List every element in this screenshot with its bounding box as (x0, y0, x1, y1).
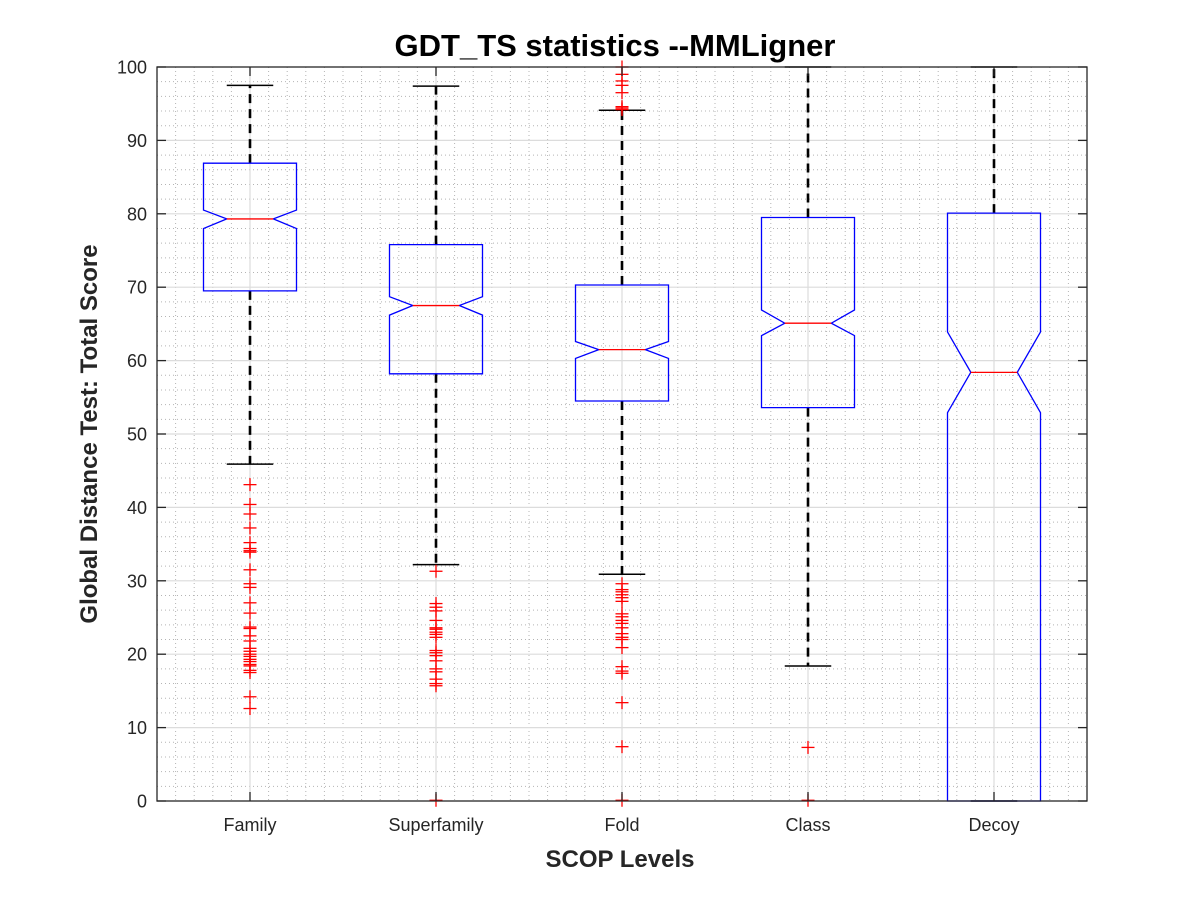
y-tick-label: 20 (127, 645, 147, 665)
notched-box (202, 162, 298, 292)
y-tick-label: 90 (127, 131, 147, 151)
outlier-marker (243, 690, 257, 704)
axis-ticks (157, 66, 1087, 802)
outlier-marker (243, 563, 257, 577)
x-tick-label-decoy: Decoy (968, 815, 1019, 835)
y-tick-labels: 0 10 20 30 40 50 60 70 80 90 100 (117, 58, 147, 812)
y-tick-label: 30 (127, 571, 147, 591)
outlier-marker (243, 580, 257, 594)
outlier-marker (243, 666, 257, 680)
outlier-marker (615, 641, 629, 655)
outlier-marker (429, 564, 443, 578)
y-tick-label: 0 (137, 792, 147, 812)
chart-title: GDT_TS statistics --MMLigner (395, 28, 836, 63)
outlier-marker (801, 740, 815, 754)
x-axis-label: SCOP Levels (546, 846, 695, 873)
y-tick-label: 40 (127, 498, 147, 518)
y-tick-label: 80 (127, 204, 147, 224)
outlier-marker (615, 666, 629, 680)
notched-box (388, 243, 484, 375)
outlier-marker (615, 103, 629, 117)
outlier-marker (243, 545, 257, 559)
y-axis-label: Global Distance Test: Total Score (76, 244, 103, 623)
x-tick-labels: Family Superfamily Fold Class Decoy (224, 815, 1020, 835)
y-tick-label: 50 (127, 425, 147, 445)
box-group-superfamily (388, 85, 484, 807)
x-tick-label-family: Family (224, 815, 277, 835)
outlier-marker (615, 740, 629, 754)
box-group-family (202, 84, 298, 716)
x-tick-label-superfamily: Superfamily (388, 815, 483, 835)
outlier-marker (615, 594, 629, 608)
outlier-marker (243, 606, 257, 620)
outlier-marker (615, 86, 629, 100)
outlier-marker (243, 507, 257, 521)
outlier-marker (429, 630, 443, 644)
x-tick-label-class: Class (785, 815, 830, 835)
outlier-marker (243, 521, 257, 535)
y-tick-label: 100 (117, 58, 147, 78)
outlier-marker (615, 696, 629, 710)
notched-box (760, 216, 856, 409)
y-tick-label: 60 (127, 351, 147, 371)
x-tick-label-fold: Fold (604, 815, 639, 835)
outlier-marker (429, 679, 443, 693)
y-tick-label: 70 (127, 278, 147, 298)
outlier-marker (243, 702, 257, 716)
outlier-marker (243, 478, 257, 492)
y-tick-label: 10 (127, 718, 147, 738)
notched-box (574, 284, 670, 402)
